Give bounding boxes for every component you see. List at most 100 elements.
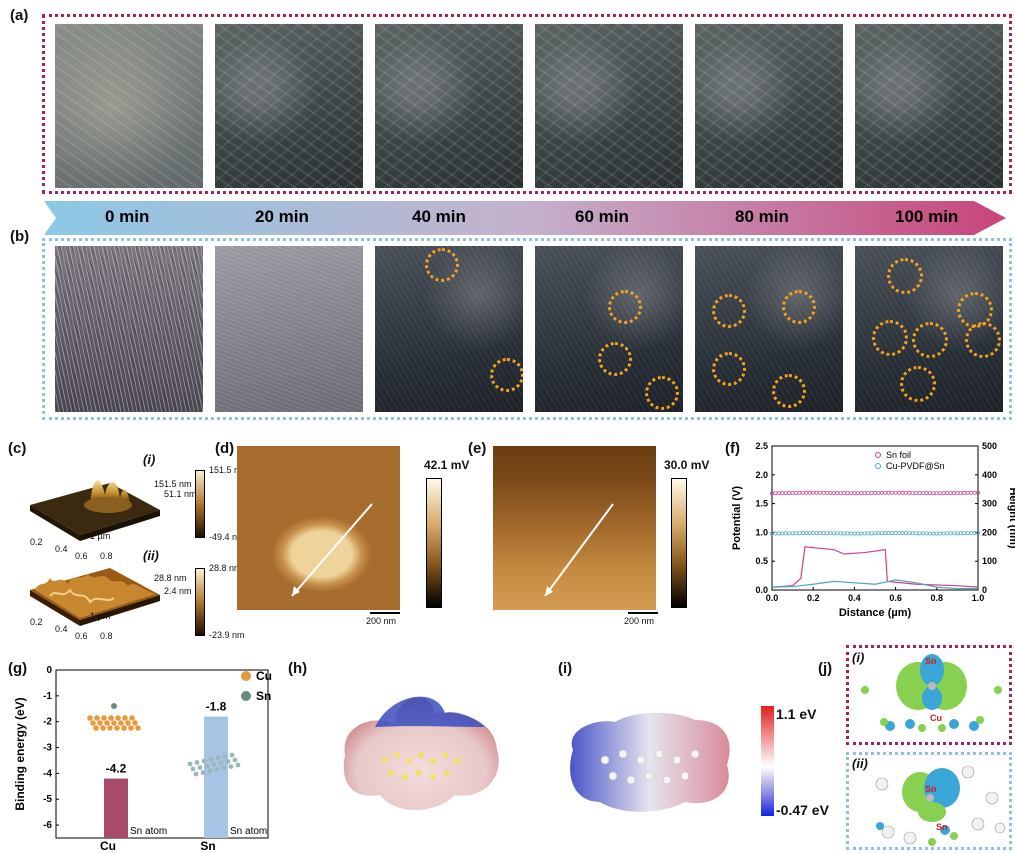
sn-atom [229,752,235,758]
series-point [773,531,778,536]
panel-label-f: (f) [725,440,740,457]
legend-label: Sn [256,689,271,703]
y2-tick-label: 500 [982,441,997,451]
cbar-c-i-min: -49.4 nm [209,532,245,542]
series-point [890,490,895,495]
photo-a-80min [695,24,843,188]
cu-atom [94,715,100,721]
photo-b-60min [535,246,683,412]
bar-annotation: Sn atom [130,826,167,837]
photo-a-60min [535,24,683,188]
series-point [814,490,819,495]
cbar-hi-max: 1.1 eV [776,706,817,722]
y-tick-label: 0.0 [755,585,768,595]
frame-b [42,238,1012,420]
legend-marker [875,452,881,458]
cu-atom [108,715,114,721]
series-point [845,531,850,536]
cu-atom [132,720,138,726]
dendrite-circle [772,374,806,408]
photo-a-20min [215,24,363,188]
series-point [952,491,956,495]
series-point [842,491,847,496]
series-point [804,531,809,536]
photo-b-0min [55,246,203,412]
series-point [952,531,956,536]
series-point [855,491,860,496]
series-point [780,531,785,536]
photo-a-40min [375,24,523,188]
series-point [948,491,953,495]
cu-atom [93,725,99,731]
series-point [903,490,908,495]
series-point [927,531,932,536]
series-point [893,531,898,535]
series-point [787,491,792,495]
series-point [818,490,823,495]
cu-atom [87,715,93,721]
legend-marker [875,463,881,469]
dendrite-circle [912,322,948,358]
series-point [945,491,950,496]
afm-label-ii: (ii) [143,548,159,563]
series-point [924,491,929,496]
sn-atom [207,768,213,774]
series-point [859,531,864,536]
sn-atom [232,757,238,763]
series-point [969,531,974,536]
y-axis-label: Binding energy (eV) [13,697,27,810]
esp-surface-h [343,696,499,810]
dendrite-circle [712,294,746,328]
series-point [824,531,829,536]
series-point [962,490,967,495]
esp-surface-i [570,712,730,812]
series-point [955,531,960,536]
panel-label-c: (c) [8,440,27,457]
bar [104,778,128,838]
dendrite-circle [712,352,746,386]
y2-tick-label: 300 [982,499,997,509]
series-point [965,490,970,495]
dendrite-circle [887,258,923,294]
scale-label-d: 200 nm [366,616,397,626]
cu-atom [129,715,135,721]
series-point [934,531,939,536]
colorbar-d [426,478,442,608]
sn-atom [193,771,199,777]
sn-atom [187,761,193,767]
series-point [910,490,915,495]
series-point [821,531,826,536]
series-point [876,531,881,536]
series-point [941,531,946,536]
time-80: 80 min [735,207,789,226]
cu-atom [111,720,117,726]
series-point [831,490,836,495]
cbar-c-i-max: 151.5 nm [209,465,247,475]
series-line [771,546,979,588]
j-cu-label: Cu [930,713,942,723]
cu-atom [100,725,106,731]
series-point [835,491,840,495]
chart-g: 0 -1 -2 -3 -4 -5 -6 Binding energy (eV) -4.2 Cu Sn… [13,665,272,850]
series-point [794,531,798,536]
series-point [893,490,898,495]
series-point [927,491,932,496]
afm-tick: 0.8 [100,631,113,641]
series-point [972,531,977,535]
series-point [835,531,840,536]
colorbar-c-ii [195,568,205,636]
sn-atom [197,765,203,770]
bar-value-label: -4.2 [106,762,127,776]
series-point [866,491,871,495]
series-point [917,531,922,536]
y-tick-label: 1.0 [755,527,768,537]
series-point [800,490,805,495]
series-point [879,531,884,536]
photo-a-100min [855,24,1003,188]
colorbar-e [671,478,687,608]
cu-atom [121,725,127,731]
x-category-label: Cu [100,839,116,850]
series-point [807,531,812,535]
series-point [955,490,960,495]
series-point [869,491,874,495]
